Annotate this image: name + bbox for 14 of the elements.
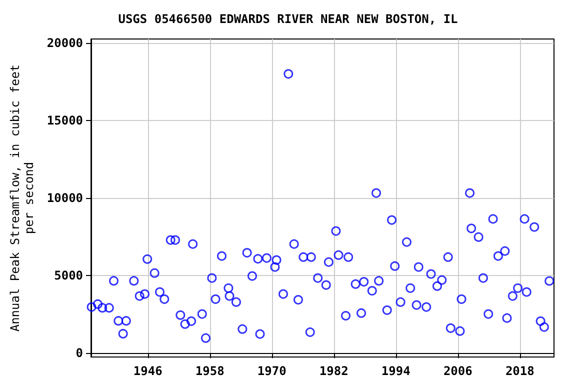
y-tick-label: 0 (76, 346, 84, 360)
chart-title: USGS 05466500 EDWARDS RIVER NEAR NEW BOSTON, IL (118, 12, 458, 26)
x-tick-label: 1994 (381, 364, 410, 378)
x-tick-label: 1982 (319, 364, 348, 378)
y-tick-label: 10000 (46, 191, 84, 205)
y-axis-title: Annual Peak Streamflow, in cubic feet per second (8, 64, 36, 332)
x-tick-label: 2018 (505, 364, 534, 378)
y-tick-label: 5000 (54, 268, 84, 283)
y-tick-label: 20000 (46, 36, 84, 50)
x-tick-label: 1946 (133, 364, 162, 378)
x-tick-label: 1970 (257, 364, 286, 378)
x-tick-label: 1958 (195, 364, 224, 378)
y-tick-label: 15000 (46, 113, 84, 128)
x-tick-label: 2006 (443, 364, 472, 378)
